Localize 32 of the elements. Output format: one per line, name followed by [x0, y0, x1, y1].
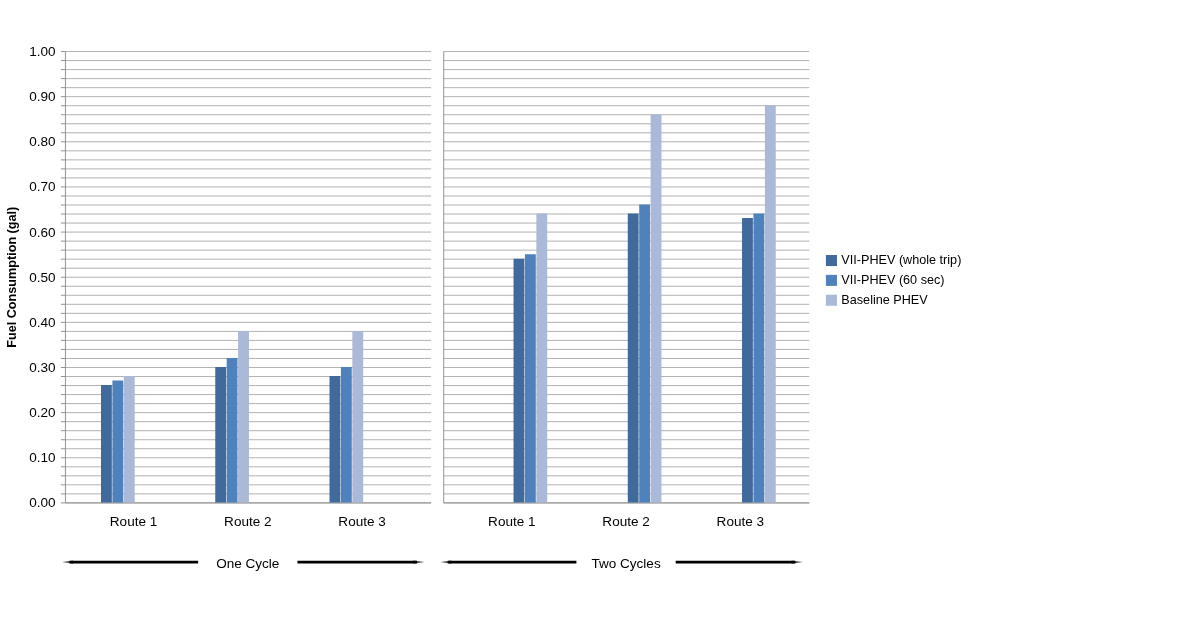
bar — [650, 114, 662, 503]
x-tick-label: Route 2 — [602, 514, 650, 530]
text: One Cycle — [216, 556, 280, 572]
bar — [742, 218, 753, 503]
y-tick-label: 0.80 — [29, 134, 56, 150]
y-tick-label: 0.40 — [29, 314, 56, 330]
bar — [764, 105, 776, 503]
bar — [627, 213, 639, 503]
bar — [524, 254, 536, 503]
y-tick-label: 0.60 — [29, 224, 56, 240]
y-tick-label: 0.50 — [29, 269, 56, 285]
legend-label: VII-PHEV (60 sec) — [841, 272, 945, 287]
y-tick-label: 0.00 — [29, 495, 56, 511]
y-tick-label: 0.70 — [29, 179, 56, 195]
x-tick-label: Route 2 — [224, 514, 272, 530]
x-tick-label: Route 3 — [338, 514, 386, 530]
x-tick-label: Route 1 — [109, 514, 158, 530]
text: Two Cycles — [591, 556, 661, 572]
y-tick-label: 0.20 — [29, 405, 56, 421]
y-tick-label: 0.10 — [29, 450, 56, 466]
y-tick-label: 0.30 — [29, 360, 56, 376]
legend-label: Baseline PHEV — [841, 292, 929, 307]
bar — [639, 204, 651, 503]
y-tick-label: 0.90 — [29, 89, 56, 105]
x-tick-label: Route 3 — [716, 514, 765, 530]
y-axis-title: Fuel Consumption (gal) — [4, 206, 19, 348]
legend-label: VII-PHEV (whole trip) — [841, 253, 962, 268]
y-tick-label: 1.00 — [29, 44, 56, 60]
bar — [536, 213, 548, 503]
x-tick-label: Route 1 — [488, 514, 536, 530]
bar — [753, 213, 765, 503]
bar — [513, 258, 525, 503]
